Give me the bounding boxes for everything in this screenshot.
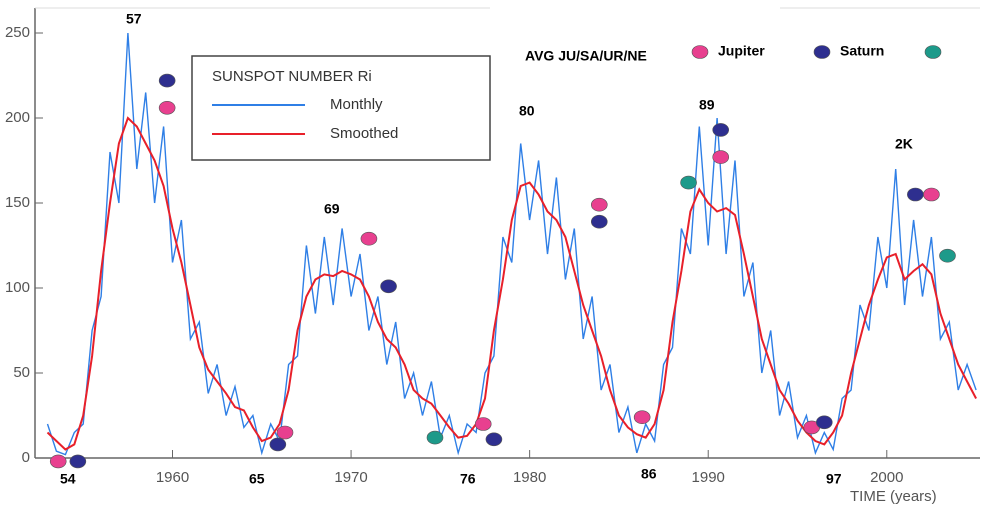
planet-dot <box>712 123 730 137</box>
x-tick-label: 2000 <box>870 469 903 486</box>
planet-dot <box>485 432 503 447</box>
legend-dot <box>691 45 709 59</box>
x-tick-label: 1980 <box>513 469 546 486</box>
legend-label: Smoothed <box>330 125 398 142</box>
annotation: 69 <box>324 201 340 217</box>
y-tick-label: 150 <box>5 194 30 211</box>
planet-dot <box>158 73 176 88</box>
planet-dot <box>49 454 67 469</box>
annotation: 97 <box>826 471 842 487</box>
plot-area <box>46 32 977 469</box>
annotation: 89 <box>699 97 715 113</box>
y-tick-label: 100 <box>5 279 30 296</box>
planet-dot <box>158 101 176 115</box>
annotation: 54 <box>60 471 76 487</box>
x-tick-label: 1970 <box>334 469 367 486</box>
planet-dot <box>907 187 924 202</box>
annotation: 2K <box>895 136 913 152</box>
annotation: 76 <box>460 471 476 487</box>
x-tick-label: 1990 <box>692 469 725 486</box>
planet-dot <box>712 150 730 164</box>
planet-dot <box>380 279 397 294</box>
legend-title: SUNSPOT NUMBER Ri <box>212 68 372 85</box>
legend-label: Saturn <box>840 43 884 59</box>
planet-dot <box>269 437 287 452</box>
series-line <box>46 32 977 456</box>
planet-dot <box>923 187 940 202</box>
planet-dot <box>426 430 444 445</box>
legend-dot <box>924 45 942 59</box>
planet-dot <box>474 417 492 431</box>
y-tick-label: 0 <box>22 449 30 466</box>
planet-dot <box>276 425 294 440</box>
planet-dot <box>590 197 608 212</box>
planet-dot <box>69 454 87 469</box>
legend: Monthly Smoothed Jupiter Saturn <box>212 43 942 142</box>
legend-label: Jupiter <box>718 43 765 59</box>
legend-box <box>191 55 491 161</box>
x-axis-label: TIME (years) <box>850 488 937 505</box>
annotation: 65 <box>249 471 265 487</box>
series-line <box>46 116 977 451</box>
annotation: 86 <box>641 466 657 482</box>
planet-dot <box>360 231 378 246</box>
legend-label: Monthly <box>330 96 383 113</box>
planet-dot <box>939 248 956 263</box>
planet-dot <box>633 410 651 425</box>
annotation: AVG JU/SA/UR/NE <box>525 48 647 64</box>
planet-dot <box>590 214 608 229</box>
y-tick-label: 250 <box>5 24 30 41</box>
y-tick-label: 200 <box>5 109 30 126</box>
x-tick-label: 1960 <box>156 469 189 486</box>
annotation: 57 <box>126 11 142 27</box>
planet-dot <box>815 415 833 430</box>
y-tick-label: 50 <box>13 364 30 381</box>
annotation: 80 <box>519 103 535 119</box>
planet-dot <box>680 175 697 190</box>
legend-dot <box>813 45 831 59</box>
